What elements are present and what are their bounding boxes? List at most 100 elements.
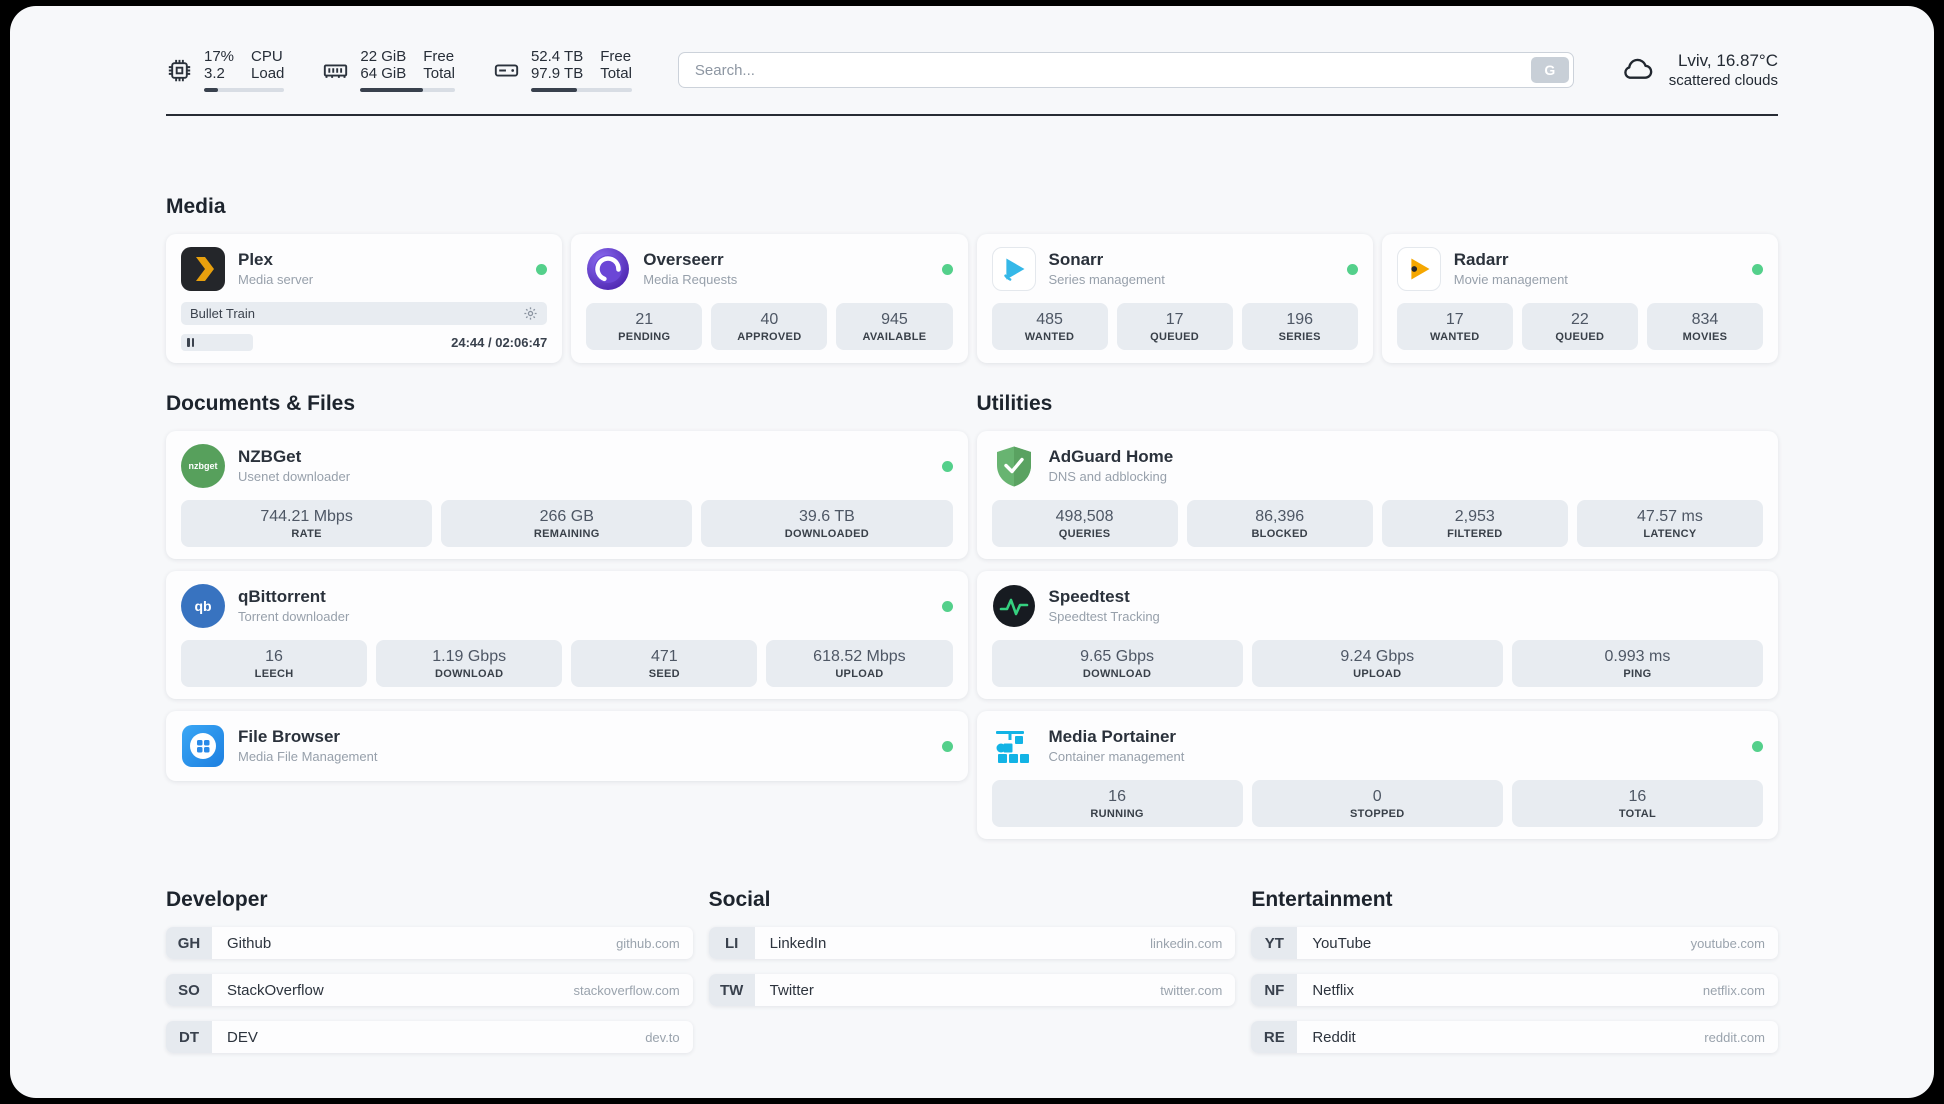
gear-icon[interactable] <box>523 306 538 321</box>
bookmark-url: youtube.com <box>1690 935 1765 951</box>
stat-box: 17 WANTED <box>1396 303 1513 350</box>
weather-location: Lviv, 16.87°C <box>1677 51 1778 70</box>
app-card-adguard[interactable]: AdGuard Home DNS and adblocking 498,508 … <box>976 431 1778 559</box>
app-card-speedtest[interactable]: Speedtest Speedtest Tracking 9.65 Gbps D… <box>976 571 1778 699</box>
bookmark-url: linkedin.com <box>1150 935 1223 951</box>
stat-box: 834 MOVIES <box>1646 303 1763 350</box>
search-engine-button[interactable]: G <box>1530 57 1569 83</box>
bookmark-twitter[interactable]: TW Twitter twitter.com <box>708 974 1236 1006</box>
app-subtitle: DNS and adblocking <box>1048 469 1168 484</box>
app-card-filebrowser[interactable]: File Browser Media File Management <box>166 711 968 781</box>
search-bar: G <box>677 52 1574 88</box>
stat-box: 22 QUEUED <box>1521 303 1638 350</box>
bookmark-url: stackoverflow.com <box>573 982 680 998</box>
now-playing-title: Bullet Train <box>190 306 256 321</box>
app-card-sonarr[interactable]: Sonarr Series management 485 WANTED 17 Q… <box>976 234 1373 363</box>
bookmark-github[interactable]: GH Github github.com <box>166 927 693 959</box>
stat-box: 0 STOPPED <box>1251 780 1503 827</box>
now-playing-row: Bullet Train <box>181 302 548 325</box>
app-card-plex[interactable]: Plex Media server Bullet Train <box>166 234 563 363</box>
app-subtitle: Media File Management <box>238 749 378 764</box>
bookmark-netflix[interactable]: NF Netflix netflix.com <box>1251 974 1778 1006</box>
stat-value: 16 <box>265 648 283 665</box>
memory-label-line1: Free <box>423 48 455 65</box>
nzbget-icon: nzbget <box>181 444 225 488</box>
bookmark-url: dev.to <box>645 1029 680 1045</box>
stat-value: 9.24 Gbps <box>1340 648 1415 665</box>
search-input[interactable] <box>677 52 1574 88</box>
bookmark-name: LinkedIn <box>769 934 827 952</box>
stat-value: 834 <box>1691 311 1719 328</box>
stat-label: SERIES <box>1278 331 1321 343</box>
disk-total-value: 97.9 TB <box>530 65 584 82</box>
app-card-portainer[interactable]: Media Portainer Container management 16 … <box>976 711 1778 839</box>
status-dot <box>941 600 953 612</box>
filebrowser-icon <box>181 724 225 768</box>
stat-value: 945 <box>881 311 908 328</box>
stat-box: 16 RUNNING <box>991 780 1243 827</box>
status-dot <box>941 263 953 275</box>
plex-icon <box>181 247 225 291</box>
section-title-documents: Documents & Files <box>166 392 356 415</box>
stat-label: QUEUED <box>1555 331 1605 343</box>
bookmark-reddit[interactable]: RE Reddit reddit.com <box>1251 1021 1778 1053</box>
stat-box: 16 LEECH <box>181 640 368 687</box>
stat-label: MOVIES <box>1682 331 1728 343</box>
app-name: Overseerr <box>643 250 724 269</box>
bookmark-stackoverflow[interactable]: SO StackOverflow stackoverflow.com <box>166 974 693 1006</box>
bookmark-url: github.com <box>616 935 680 951</box>
stat-label: DOWNLOAD <box>434 668 504 680</box>
app-name: Plex <box>238 250 273 269</box>
bookmarks-zone: Developer GH Github github.com SO StackO… <box>166 887 1778 1093</box>
stat-box: 471 SEED <box>571 640 758 687</box>
media-grid: Plex Media server Bullet Train <box>166 234 1778 363</box>
memory-progress-fill <box>360 88 423 92</box>
stat-box: 945 AVAILABLE <box>836 303 953 350</box>
overseerr-icon <box>586 247 630 291</box>
stat-value: 47.57 ms <box>1637 508 1703 525</box>
stat-label: DOWNLOAD <box>1082 668 1152 680</box>
memory-progress-bar <box>360 88 455 92</box>
cpu-metric: 17% 3.2 CPU Load <box>166 48 285 92</box>
app-card-overseerr[interactable]: Overseerr Media Requests 21 PENDING 40 A… <box>571 234 968 363</box>
stat-label: RATE <box>291 528 322 540</box>
stat-box: 86,396 BLOCKED <box>1186 500 1373 547</box>
stat-value: 0 <box>1372 788 1382 805</box>
two-column-zone: Documents & Files nzbget NZBGet Usenet d… <box>166 391 1778 839</box>
stat-label: REMAINING <box>533 528 600 540</box>
stat-value: 266 GB <box>539 508 594 525</box>
section-title-media: Media <box>166 195 226 218</box>
stat-box: 39.6 TB DOWNLOADED <box>701 500 953 547</box>
app-subtitle: Media server <box>238 272 314 287</box>
app-name: NZBGet <box>238 447 302 466</box>
app-subtitle: Series management <box>1048 272 1165 287</box>
cpu-label-line1: CPU <box>251 48 283 65</box>
playback-row: 24:44 / 02:06:47 <box>181 334 547 351</box>
pause-icon[interactable] <box>187 338 194 347</box>
bookmark-youtube[interactable]: YT YouTube youtube.com <box>1251 927 1778 959</box>
stat-box: 2,953 FILTERED <box>1381 500 1568 547</box>
stat-label: LEECH <box>254 668 294 680</box>
playback-progress-fill <box>181 334 253 351</box>
bookmark-linkedin[interactable]: LI LinkedIn linkedin.com <box>708 927 1236 959</box>
stat-value: 16 <box>1108 788 1126 805</box>
app-card-radarr[interactable]: Radarr Movie management 17 WANTED 22 QUE… <box>1381 234 1778 363</box>
bookmark-abbr: NF <box>1251 974 1298 1006</box>
memory-icon <box>322 57 349 84</box>
bookmark-dev[interactable]: DT DEV dev.to <box>166 1021 693 1053</box>
bookmark-abbr: SO <box>166 974 212 1006</box>
stat-box: 744.21 Mbps RATE <box>181 500 433 547</box>
stat-box: 0.993 ms PING <box>1511 640 1763 687</box>
playback-progress-bar[interactable] <box>181 334 437 351</box>
app-card-nzbget[interactable]: nzbget NZBGet Usenet downloader 744.21 M… <box>166 431 968 559</box>
stat-value: 21 <box>635 311 654 328</box>
stat-value: 196 <box>1286 311 1314 328</box>
app-card-qbittorrent[interactable]: qb qBittorrent Torrent downloader 16 LEE… <box>166 571 968 699</box>
stat-label: LATENCY <box>1643 528 1697 540</box>
status-dot <box>1752 263 1763 275</box>
stat-box: 485 WANTED <box>991 303 1108 350</box>
app-name: qBittorrent <box>238 587 326 606</box>
app-subtitle: Media Requests <box>643 272 738 287</box>
status-dot <box>1752 740 1763 752</box>
stat-value: 17 <box>1445 311 1464 328</box>
